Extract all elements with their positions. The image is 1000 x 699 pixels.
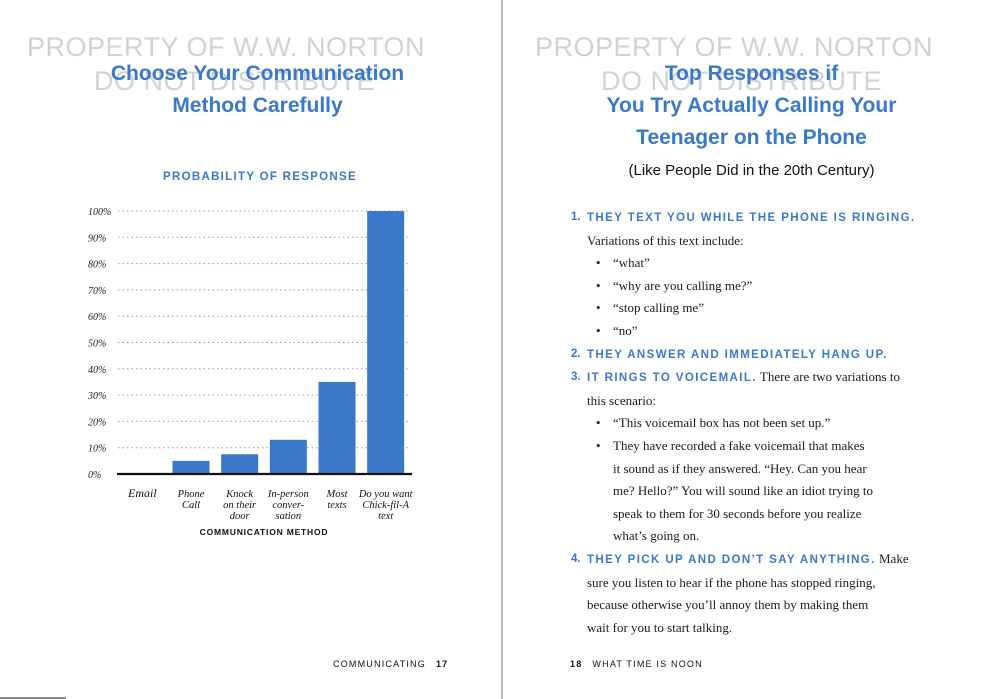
bullet-item: “This voicemail box has not been set up.… bbox=[587, 412, 971, 435]
y-tick-label: 40% bbox=[88, 365, 106, 376]
bar bbox=[367, 211, 405, 474]
y-tick-label: 80% bbox=[88, 260, 106, 271]
x-category-label: Call bbox=[182, 500, 200, 511]
response-item: 3. IT RINGS TO VOICEMAIL. There are two v… bbox=[571, 366, 971, 548]
item-first-line: IT RINGS TO VOICEMAIL. There are two var… bbox=[587, 366, 971, 390]
bullet-text-line: “no” bbox=[613, 322, 638, 338]
item-number: 4. bbox=[571, 552, 581, 565]
right-page: PROPERTY OF W.W. NORTON DO NOT DISTRIBUT… bbox=[503, 0, 1000, 699]
bullet-text-line: “why are you calling me?” bbox=[613, 277, 753, 293]
bullet-item: “no” bbox=[587, 320, 971, 343]
x-category-label: on their bbox=[223, 500, 257, 511]
bullet-list: “what” “why are you calling me?” “stop cal… bbox=[587, 252, 971, 342]
chart-title: PROBABILITY OF RESPONSE bbox=[163, 171, 357, 183]
y-tick-label: 20% bbox=[88, 417, 106, 428]
bullet-text-line: “what” bbox=[613, 255, 650, 271]
y-tick-label: 60% bbox=[88, 312, 106, 323]
bullet-text-line: “stop calling me” bbox=[613, 300, 704, 316]
bullet-text-line: what’s going on. bbox=[613, 528, 700, 544]
x-category-label: Most bbox=[326, 489, 349, 500]
x-category-label: door bbox=[230, 511, 251, 522]
bullet-item: “stop calling me” bbox=[587, 297, 971, 320]
bullet-text-line: They have recorded a fake voicemail that… bbox=[613, 437, 865, 453]
bar bbox=[318, 381, 356, 474]
response-item: 4. THEY PICK UP AND DON’T SAY ANYTHING. M… bbox=[571, 548, 971, 639]
left-page: PROPERTY OF W.W. NORTON DO NOT DISTRIBUT… bbox=[27, 32, 448, 669]
y-tick-label: 50% bbox=[88, 339, 106, 350]
left-title-line1: Choose Your Communication bbox=[110, 62, 405, 85]
footer-section-right: WHAT TIME IS NOON bbox=[592, 659, 703, 669]
left-footer: COMMUNICATING 17 bbox=[333, 659, 448, 669]
x-category-label: Phone bbox=[177, 489, 205, 500]
right-title-line3: Teenager on the Phone bbox=[636, 126, 867, 149]
y-tick-label: 90% bbox=[88, 233, 106, 244]
bullet-item: “what” bbox=[587, 252, 971, 275]
item-first-line: THEY PICK UP AND DON’T SAY ANYTHING. Mak… bbox=[587, 548, 971, 572]
item-text: Make bbox=[875, 550, 909, 566]
watermark-line2: DO NOT DISTRIBUTE bbox=[94, 66, 376, 96]
bullet-text-line: it sound as if they answered. “Hey. Can … bbox=[613, 460, 867, 476]
responses-list: 1. THEY TEXT YOU WHILE THE PHONE IS RINGI… bbox=[571, 206, 971, 639]
bullet-text-line: speak to them for 30 seconds before you … bbox=[613, 505, 862, 521]
watermark-line1: PROPERTY OF W.W. NORTON bbox=[27, 32, 426, 62]
x-category-label: sation bbox=[275, 511, 301, 522]
watermark-line1-right: PROPERTY OF W.W. NORTON bbox=[535, 32, 934, 62]
bar bbox=[172, 460, 210, 474]
right-footer: 18 WHAT TIME IS NOON bbox=[570, 659, 703, 669]
item-text-line: wait for you to start talking. bbox=[587, 619, 733, 635]
response-item: 2. THEY ANSWER AND IMMEDIATELY HANG UP. bbox=[571, 343, 971, 367]
item-number: 3. bbox=[571, 371, 581, 384]
item-text-line: sure you listen to hear if the phone has… bbox=[587, 574, 876, 590]
bullet-list: “This voicemail box has not been set up.… bbox=[587, 412, 971, 548]
footer-section-left: COMMUNICATING bbox=[333, 659, 426, 669]
x-category-label: texts bbox=[327, 500, 346, 511]
y-tick-label: 30% bbox=[87, 391, 106, 402]
item-text-line: this scenario: bbox=[587, 392, 656, 408]
right-title-line2: You Try Actually Calling Your bbox=[606, 94, 897, 117]
item-first-line: THEY ANSWER AND IMMEDIATELY HANG UP. bbox=[587, 343, 971, 367]
y-tick-label: 70% bbox=[88, 286, 106, 297]
item-heading: IT RINGS TO VOICEMAIL. bbox=[587, 372, 757, 385]
x-category-label: Email bbox=[127, 486, 157, 500]
bullet-text-line: me? Hello?” You will sound like an idiot… bbox=[613, 483, 873, 499]
response-item: 1. THEY TEXT YOU WHILE THE PHONE IS RINGI… bbox=[571, 206, 971, 343]
y-tick-label: 100% bbox=[88, 207, 111, 218]
page-number-left: 17 bbox=[435, 659, 449, 669]
item-first-line: THEY TEXT YOU WHILE THE PHONE IS RINGING… bbox=[587, 206, 971, 230]
page-number-right: 18 bbox=[570, 659, 583, 669]
item-text: There are two variations to bbox=[756, 369, 900, 385]
x-category-label: Do you want bbox=[358, 489, 414, 500]
bullet-text-line: “This voicemail box has not been set up.… bbox=[613, 415, 831, 431]
x-category-label: text bbox=[378, 511, 394, 522]
bar bbox=[269, 439, 307, 474]
y-tick-label: 10% bbox=[88, 444, 106, 455]
x-axis-title: COMMUNICATION METHOD bbox=[200, 527, 329, 537]
item-text-line: because otherwise you’ll annoy them by m… bbox=[587, 597, 869, 613]
bullet-item: They have recorded a fake voicemail that… bbox=[587, 435, 971, 548]
item-text-line: Variations of this text include: bbox=[587, 232, 744, 248]
left-title-line2: Method Carefully bbox=[172, 94, 343, 117]
right-title-line1: Top Responses if bbox=[664, 62, 839, 85]
x-category-label: Chick-fil-A bbox=[362, 500, 409, 511]
item-number: 1. bbox=[571, 211, 581, 223]
bar bbox=[221, 454, 259, 474]
right-subtitle: (Like People Did in the 20th Century) bbox=[628, 162, 875, 179]
y-tick-label: 0% bbox=[88, 470, 101, 481]
item-heading: THEY PICK UP AND DON’T SAY ANYTHING. bbox=[587, 553, 876, 566]
bullet-item: “why are you calling me?” bbox=[587, 275, 971, 298]
x-category-label: Knock bbox=[225, 489, 253, 500]
page-gutter bbox=[501, 0, 503, 699]
item-number: 2. bbox=[571, 347, 581, 360]
x-category-label: conver- bbox=[272, 500, 304, 511]
bar-chart: 0% 10% 20% 30% 40% 50% 60% 70% 80% 90% 100% Email Ph… bbox=[87, 207, 414, 537]
x-category-label: In-person bbox=[267, 489, 309, 500]
item-heading: THEY TEXT YOU WHILE THE PHONE IS RINGING… bbox=[587, 212, 916, 224]
watermark-line2-right: DO NOT DISTRIBUTE bbox=[601, 66, 883, 96]
corner-rule bbox=[0, 697, 66, 699]
item-heading: THEY ANSWER AND IMMEDIATELY HANG UP. bbox=[587, 348, 888, 361]
